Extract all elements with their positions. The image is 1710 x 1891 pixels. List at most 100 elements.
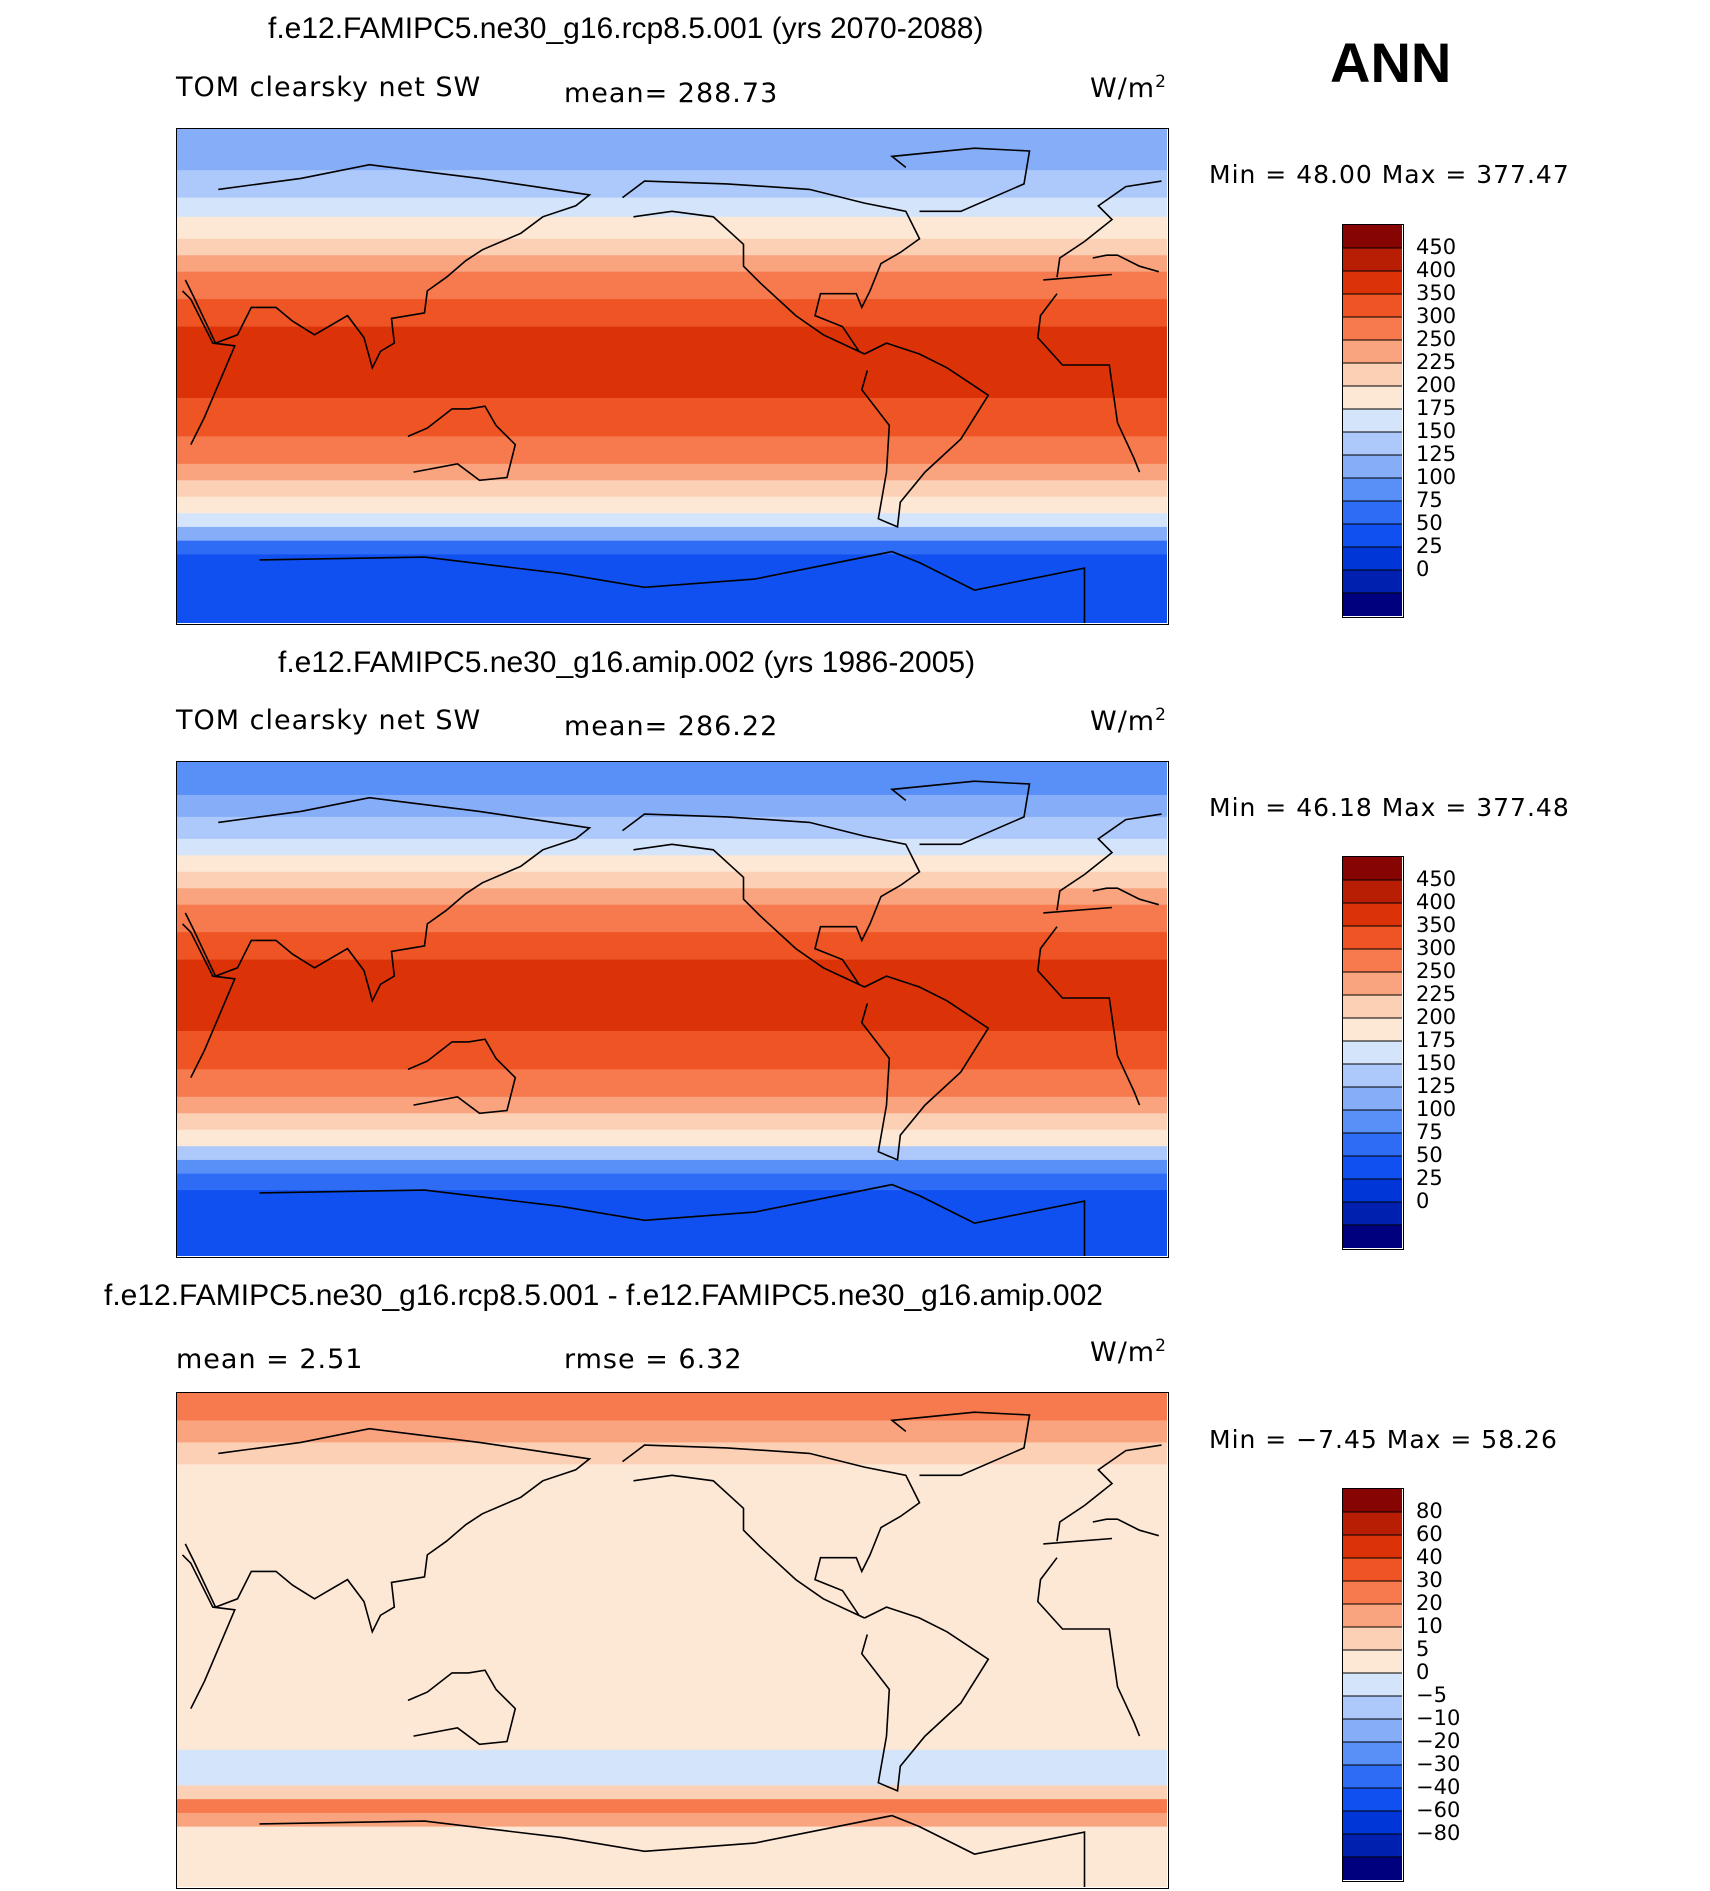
panel-2-title: f.e12.FAMIPC5.ne30_g16.amip.002 (yrs 198… bbox=[278, 646, 976, 679]
map-contour-band bbox=[177, 888, 1167, 906]
coastline bbox=[1092, 887, 1160, 906]
colorbar-tick-label: 50 bbox=[1416, 1143, 1443, 1167]
colorbar-tick-label: 40 bbox=[1416, 1545, 1443, 1569]
map-contour-band bbox=[177, 554, 1167, 623]
colorbar-box bbox=[1343, 1673, 1402, 1697]
panel-2-map bbox=[176, 761, 1169, 1258]
colorbar-tick-label: 100 bbox=[1416, 465, 1457, 489]
map-contour-band bbox=[177, 526, 1167, 542]
map-contour-band bbox=[177, 1069, 1167, 1098]
map-contour-band bbox=[177, 1464, 1167, 1526]
map-contour-band bbox=[177, 932, 1167, 961]
colorbar-box bbox=[1343, 1627, 1402, 1651]
panel-2-variable-label: TOM clearsky net SW bbox=[176, 705, 482, 736]
colorbar-box bbox=[1343, 903, 1402, 927]
map-contour-band bbox=[177, 197, 1167, 218]
colorbar-box bbox=[1343, 1581, 1402, 1605]
colorbar-box bbox=[1343, 317, 1402, 341]
coastline bbox=[184, 1427, 592, 1635]
map-contour-band bbox=[177, 1749, 1167, 1786]
panel-1-colorbar bbox=[1342, 224, 1404, 618]
map-contour-band bbox=[177, 463, 1167, 481]
colorbar-box bbox=[1343, 1742, 1402, 1766]
map-contour-band bbox=[177, 326, 1167, 399]
colorbar-box bbox=[1343, 593, 1402, 616]
coastline bbox=[889, 147, 1031, 213]
colorbar-box bbox=[1343, 248, 1402, 272]
coastline bbox=[407, 1038, 517, 1115]
colorbar-box bbox=[1343, 1110, 1402, 1134]
coastline bbox=[1043, 273, 1113, 281]
colorbar-tick-label: −30 bbox=[1416, 1752, 1461, 1776]
colorbar-box bbox=[1343, 1650, 1402, 1674]
colorbar-tick-label: 0 bbox=[1416, 557, 1430, 581]
colorbar-tick-label: 200 bbox=[1416, 1005, 1457, 1029]
panel-3-map bbox=[176, 1392, 1169, 1889]
colorbar-tick-label: 50 bbox=[1416, 511, 1443, 535]
map-contour-band bbox=[177, 762, 1167, 796]
colorbar-tick-label: −20 bbox=[1416, 1729, 1461, 1753]
panel-3-units: W/m2 bbox=[1090, 1336, 1167, 1368]
colorbar-box bbox=[1343, 1512, 1402, 1536]
coastline bbox=[1036, 293, 1141, 473]
colorbar-tick-label: −40 bbox=[1416, 1775, 1461, 1799]
colorbar-box bbox=[1343, 570, 1402, 594]
colorbar-tick-label: 125 bbox=[1416, 442, 1457, 466]
colorbar-box bbox=[1343, 1489, 1402, 1513]
colorbar-tick-label: 350 bbox=[1416, 281, 1457, 305]
colorbar-box bbox=[1343, 1788, 1402, 1812]
colorbar-box bbox=[1343, 880, 1402, 904]
panel-1-map bbox=[176, 128, 1169, 625]
colorbar-tick-label: 175 bbox=[1416, 396, 1457, 420]
colorbar-tick-label: 20 bbox=[1416, 1591, 1443, 1615]
colorbar-tick-label: 250 bbox=[1416, 959, 1457, 983]
coastline bbox=[1043, 906, 1113, 914]
coastline bbox=[184, 796, 592, 1004]
colorbar-box bbox=[1343, 478, 1402, 502]
colorbar-box bbox=[1343, 1604, 1402, 1628]
colorbar-tick-label: 150 bbox=[1416, 419, 1457, 443]
colorbar-tick-label: −80 bbox=[1416, 1821, 1461, 1845]
coastline bbox=[1092, 254, 1160, 273]
map-contour-band bbox=[177, 794, 1167, 818]
map-contour-band bbox=[177, 216, 1167, 240]
map-contour-band bbox=[177, 1420, 1167, 1443]
season-label: ANN bbox=[1330, 31, 1452, 94]
colorbar-box bbox=[1343, 340, 1402, 364]
map-contour-band bbox=[177, 1442, 1167, 1465]
colorbar-box bbox=[1343, 857, 1402, 881]
map-contour-band bbox=[177, 816, 1167, 840]
colorbar-tick-label: 225 bbox=[1416, 350, 1457, 374]
coastline bbox=[889, 780, 1031, 846]
colorbar-tick-label: 200 bbox=[1416, 373, 1457, 397]
colorbar-box bbox=[1343, 926, 1402, 950]
colorbar-box bbox=[1343, 1811, 1402, 1835]
map-contour-band bbox=[177, 959, 1167, 1032]
colorbar-box bbox=[1343, 1064, 1402, 1088]
colorbar-box bbox=[1343, 972, 1402, 996]
colorbar-box bbox=[1343, 409, 1402, 433]
colorbar-box bbox=[1343, 1133, 1402, 1157]
colorbar-box bbox=[1343, 501, 1402, 525]
map-contour-band bbox=[177, 1096, 1167, 1114]
map-contour-band bbox=[177, 838, 1167, 856]
colorbar-tick-label: 5 bbox=[1416, 1637, 1430, 1661]
colorbar-box bbox=[1343, 1018, 1402, 1042]
map-contour-band bbox=[177, 904, 1167, 933]
colorbar-tick-label: 25 bbox=[1416, 534, 1443, 558]
panel-2-units: W/m2 bbox=[1090, 705, 1167, 737]
coastline bbox=[181, 923, 236, 1078]
panel-3-colorbar bbox=[1342, 1488, 1404, 1882]
colorbar-box bbox=[1343, 1857, 1402, 1880]
panel-2-mean-label: mean= 286.22 bbox=[564, 711, 779, 742]
colorbar-box bbox=[1343, 1765, 1402, 1789]
colorbar-tick-label: 450 bbox=[1416, 867, 1457, 891]
colorbar-tick-label: 300 bbox=[1416, 936, 1457, 960]
colorbar-tick-label: 450 bbox=[1416, 235, 1457, 259]
map-contour-band bbox=[177, 1826, 1167, 1887]
colorbar-box bbox=[1343, 1156, 1402, 1180]
map-contour-band bbox=[177, 1030, 1167, 1070]
coastline bbox=[860, 342, 990, 529]
colorbar-box bbox=[1343, 455, 1402, 479]
colorbar-box bbox=[1343, 949, 1402, 973]
